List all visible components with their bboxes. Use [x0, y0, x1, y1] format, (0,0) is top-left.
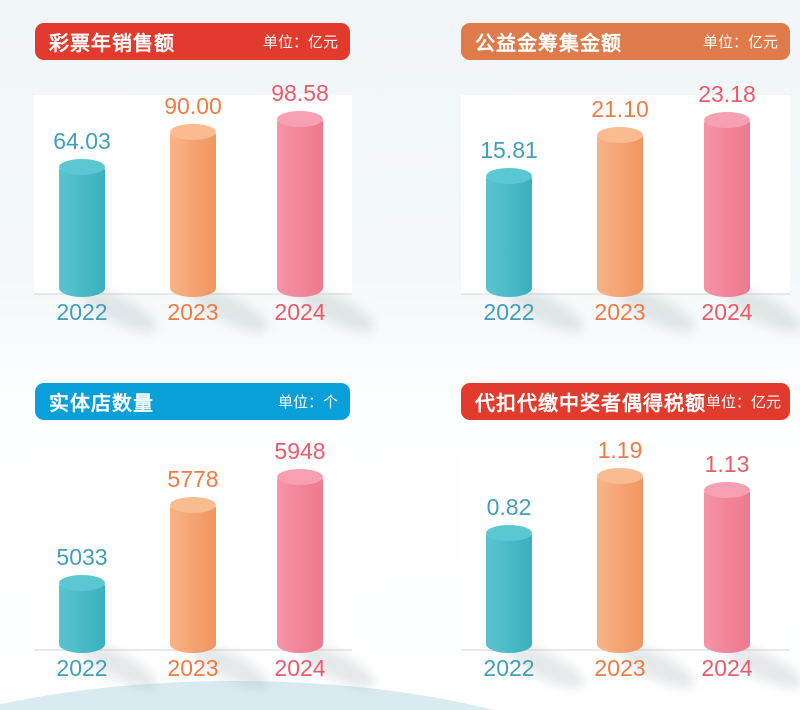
cylinder-bar — [170, 497, 216, 653]
cylinder-bar — [704, 482, 750, 653]
year-label-2024: 2024 — [274, 655, 326, 681]
chart-title: 彩票年销售额 — [49, 33, 175, 55]
cylinder-bar — [277, 111, 323, 297]
year-label-2022: 2022 — [56, 655, 108, 681]
bar-area: 64.03 90.00 98.58 — [34, 80, 381, 341]
chart-unit-label: 单位：亿元 — [706, 394, 782, 411]
cylinder-bar — [59, 159, 105, 297]
bar-value-label: 21.10 — [591, 96, 649, 122]
bar-value-label: 90.00 — [164, 93, 222, 119]
cylinder-top-face — [59, 575, 105, 591]
cylinder-bar — [59, 575, 105, 653]
bar-value-label: 5033 — [56, 544, 108, 570]
year-label-2022: 2022 — [483, 655, 535, 681]
chart-unit-label: 单位：亿元 — [262, 34, 338, 51]
bar-value-label: 15.81 — [480, 137, 538, 163]
year-label-2024: 2024 — [701, 299, 753, 325]
bar-value-label: 1.13 — [704, 451, 750, 477]
cylinder-top-face — [59, 159, 105, 175]
bar-value-label: 23.18 — [698, 81, 756, 107]
chart-panel-store-count: 5033 5778 5948 — [34, 438, 381, 697]
chart-title: 公益金筹集金额 — [475, 33, 622, 55]
bar-area: 0.82 1.19 1.13 — [461, 437, 800, 697]
cylinder-bar — [486, 168, 532, 297]
cylinder-top-face — [277, 469, 323, 485]
year-axis-store-count: 2022 2023 2024 — [34, 655, 352, 683]
cylinder-top-face — [597, 468, 643, 484]
cylinder-bar — [704, 112, 750, 297]
cylinder-bar — [170, 124, 216, 297]
cylinder-bar — [277, 469, 323, 653]
bar-area: 5033 5778 5948 — [34, 438, 381, 697]
chart-unit-label: 单位：个 — [277, 394, 338, 411]
year-label-2024: 2024 — [274, 299, 326, 325]
chart-header-lottery-sales: 彩票年销售额 单位：亿元 — [35, 23, 350, 60]
cylinder-top-face — [170, 124, 216, 140]
chart-panel-winner-tax: 0.82 1.19 1.13 — [461, 437, 800, 697]
cylinder-bar — [597, 468, 643, 653]
bar-value-label: 0.82 — [486, 494, 532, 520]
chart-panel-lottery-sales: 64.03 90.00 98.58 — [34, 80, 381, 341]
year-axis-winner-tax: 2022 2023 2024 — [461, 655, 790, 683]
cylinder-top-face — [597, 127, 643, 143]
year-label-2022: 2022 — [483, 299, 535, 325]
bar-area: 15.81 21.10 23.18 — [461, 81, 800, 341]
cylinder-top-face — [486, 525, 532, 541]
year-label-2023: 2023 — [594, 655, 646, 681]
bar-value-label: 5948 — [274, 438, 326, 464]
year-label-2023: 2023 — [594, 299, 646, 325]
cylinder-top-face — [704, 482, 750, 498]
bar-value-label: 98.58 — [271, 80, 329, 106]
chart-header-winner-tax: 代扣代缴中奖者偶得税额 单位：亿元 — [461, 383, 790, 420]
chart-header-store-count: 实体店数量 单位：个 — [35, 383, 350, 420]
cylinder-top-face — [277, 111, 323, 127]
chart-title: 代扣代缴中奖者偶得税额 — [475, 393, 706, 415]
chart-panel-welfare-fund: 15.81 21.10 23.18 — [461, 81, 800, 341]
chart-title: 实体店数量 — [49, 393, 154, 415]
year-label-2022: 2022 — [56, 299, 108, 325]
cylinder-bar — [597, 127, 643, 297]
chart-unit-label: 单位：亿元 — [702, 34, 778, 51]
year-label-2024: 2024 — [701, 655, 753, 681]
cylinder-bar — [486, 525, 532, 653]
cylinder-top-face — [486, 168, 532, 184]
chart-header-welfare-fund: 公益金筹集金额 单位：亿元 — [461, 23, 790, 60]
year-axis-welfare-fund: 2022 2023 2024 — [461, 299, 790, 327]
bar-value-label: 64.03 — [53, 128, 111, 154]
bar-value-label: 1.19 — [597, 437, 643, 463]
cylinder-top-face — [170, 497, 216, 513]
year-label-2023: 2023 — [167, 655, 219, 681]
year-axis-lottery-sales: 2022 2023 2024 — [34, 299, 352, 327]
bar-value-label: 5778 — [167, 466, 219, 492]
year-label-2023: 2023 — [167, 299, 219, 325]
cylinder-top-face — [704, 112, 750, 128]
